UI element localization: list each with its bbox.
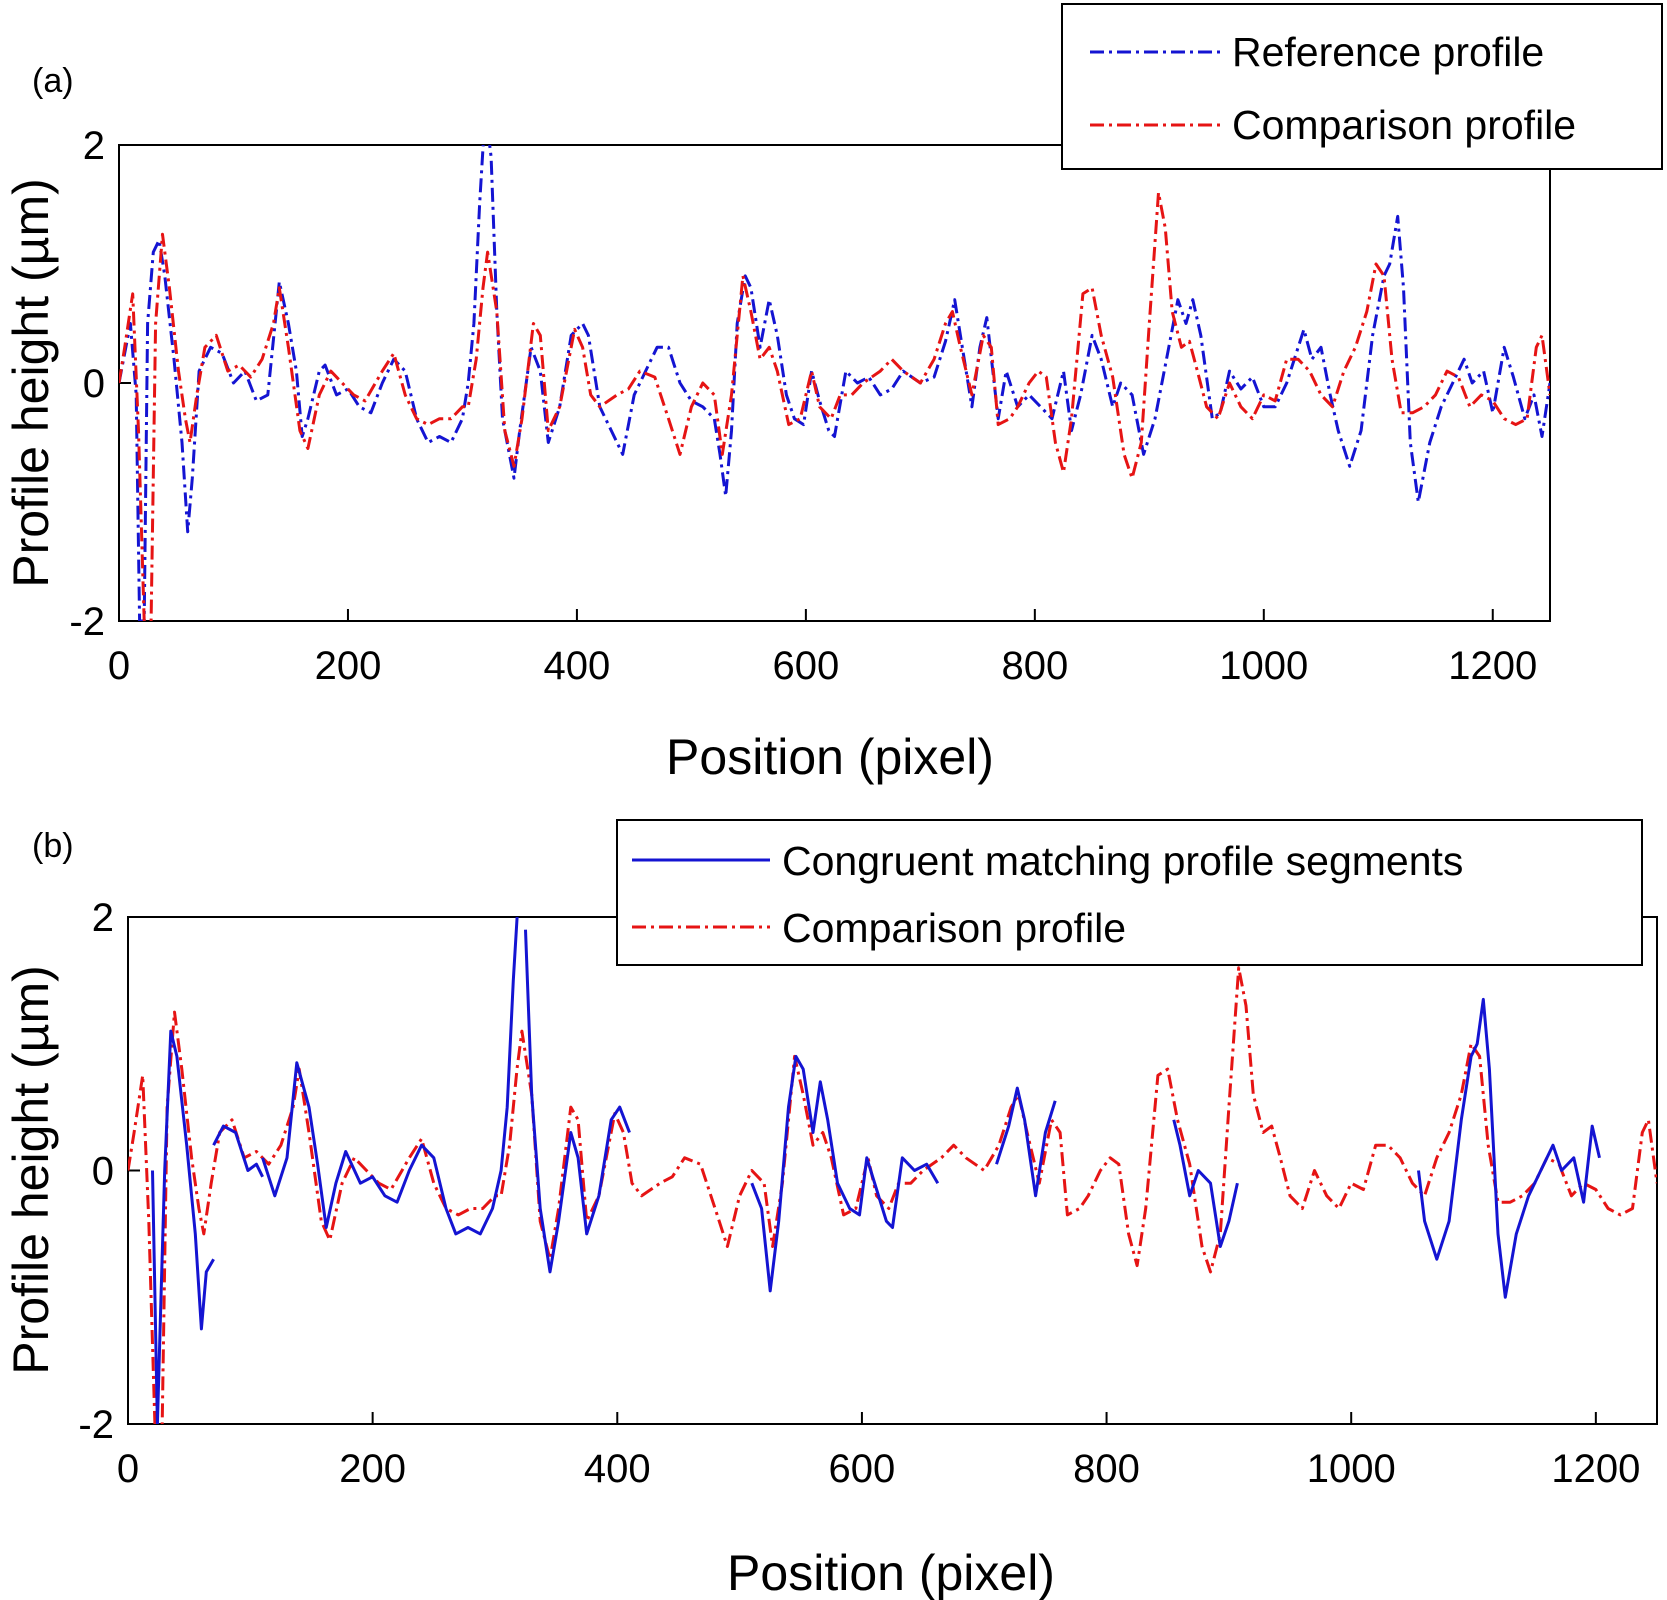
x-tick-label-a: 600 bbox=[773, 644, 840, 688]
x-tick-label-b: 1000 bbox=[1307, 1447, 1396, 1491]
series-congruent-matching-profile-segments-line-b-3 bbox=[524, 929, 631, 1274]
panel-label-a: (a) bbox=[32, 62, 74, 100]
x-tick-label-a: 1000 bbox=[1219, 644, 1308, 688]
series-congruent-matching-profile-segments-line-b-1 bbox=[212, 1124, 264, 1178]
panel-b: (b) 0 200 400 600 800 1000 1200-202 Position (… bbox=[3, 819, 1658, 1600]
legend-box-b bbox=[616, 819, 1643, 966]
series-comparison-profile-line-b bbox=[128, 966, 1657, 1424]
series-comparison-profile-line-a bbox=[119, 191, 1550, 621]
x-tick-label-a: 200 bbox=[315, 644, 382, 688]
plot-frame-a bbox=[118, 144, 1551, 622]
series-congruent-matching-profile-segments-line-b-6 bbox=[1172, 1119, 1239, 1248]
x-tick-label-b: 1200 bbox=[1551, 1447, 1640, 1491]
ticks-b: 0 200 400 600 800 1000 1200-202 bbox=[78, 896, 1640, 1491]
x-axis-title-a: Position (pixel) bbox=[666, 729, 994, 785]
y-tick-label-b: -2 bbox=[78, 1403, 114, 1447]
x-axis-title-b: Position (pixel) bbox=[727, 1545, 1055, 1600]
panel-label-b: (b) bbox=[32, 827, 74, 865]
x-tick-label-b: 800 bbox=[1073, 1447, 1140, 1491]
legend-label-reference: Reference profile bbox=[1232, 29, 1544, 75]
x-tick-label-b: 200 bbox=[339, 1447, 406, 1491]
legend-label-congruent: Congruent matching profile segments bbox=[782, 838, 1463, 884]
ticks-a: 0 200 400 600 800 1000 1200-202 bbox=[69, 124, 1537, 688]
legend-b: Congruent matching profile segments Comp… bbox=[616, 819, 1643, 966]
series-congruent-matching-profile-segments-line-b-0 bbox=[151, 1029, 215, 1424]
series-congruent-matching-profile-segments-line-b-4 bbox=[750, 1054, 940, 1293]
x-tick-label-a: 800 bbox=[1001, 644, 1068, 688]
x-tick-label-b: 0 bbox=[117, 1447, 139, 1491]
series-congruent-matching-profile-segments-line-b-5 bbox=[995, 1086, 1057, 1198]
y-tick-label-a: 2 bbox=[83, 124, 105, 168]
y-axis-title-b: Profile height (µm) bbox=[3, 965, 59, 1375]
x-tick-label-a: 400 bbox=[544, 644, 611, 688]
y-tick-label-a: 0 bbox=[83, 362, 105, 406]
y-tick-label-b: 2 bbox=[92, 896, 114, 940]
legend-label-comparison-a: Comparison profile bbox=[1232, 102, 1576, 148]
x-tick-label-a: 1200 bbox=[1448, 644, 1537, 688]
lines-a bbox=[119, 145, 1550, 621]
y-tick-label-b: 0 bbox=[92, 1150, 114, 1194]
x-tick-label-b: 400 bbox=[584, 1447, 651, 1491]
plot-frame-b bbox=[127, 916, 1658, 1425]
x-tick-label-b: 600 bbox=[829, 1447, 896, 1491]
series-congruent-matching-profile-segments-line-b-2 bbox=[261, 917, 519, 1236]
y-tick-label-a: -2 bbox=[69, 600, 105, 644]
series-reference-profile-line-a bbox=[119, 145, 1550, 621]
legend-a: Reference profile Comparison profile bbox=[1061, 3, 1663, 170]
x-tick-label-a: 0 bbox=[108, 644, 130, 688]
legend-box-a bbox=[1061, 3, 1663, 170]
series-congruent-matching-profile-segments-line-b-7 bbox=[1417, 997, 1601, 1299]
lines-b bbox=[128, 917, 1657, 1424]
legend-label-comparison-b: Comparison profile bbox=[782, 905, 1126, 951]
panel-a: (a) 0 200 400 600 800 1000 1200-202 Position (… bbox=[3, 3, 1663, 785]
y-axis-title-a: Profile height (µm) bbox=[3, 178, 59, 588]
